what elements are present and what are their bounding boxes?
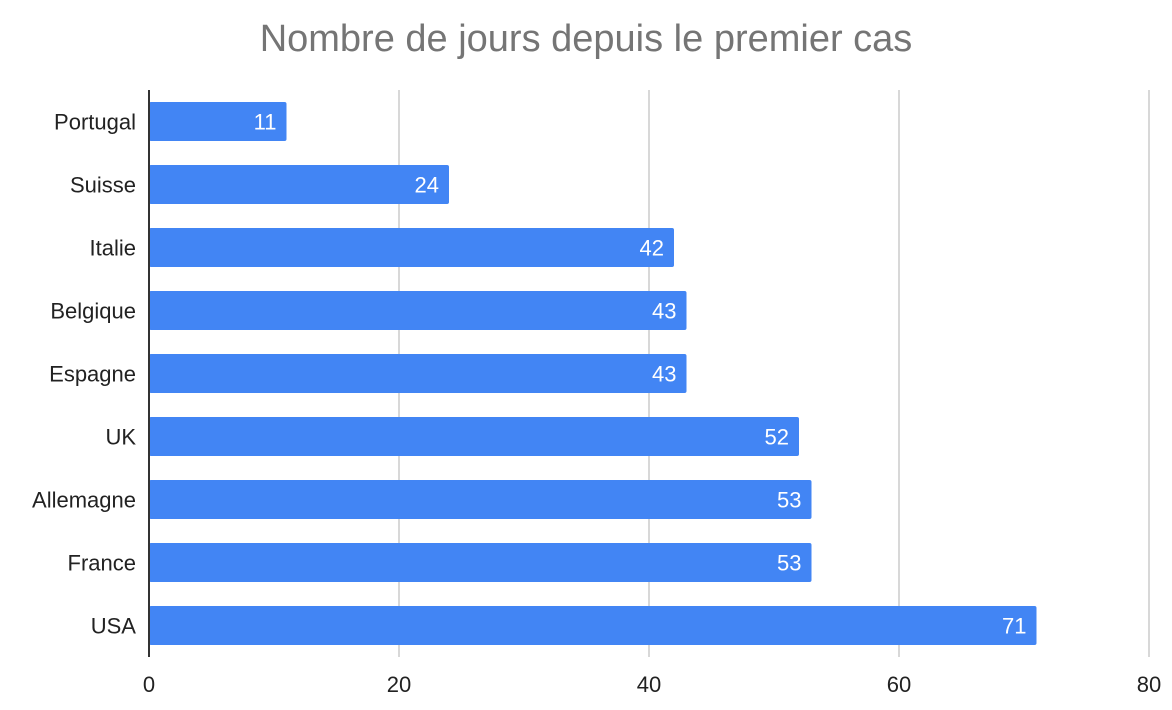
data-label: 42 <box>640 236 664 261</box>
x-tick-label: 20 <box>387 672 411 697</box>
chart-title: Nombre de jours depuis le premier cas <box>259 18 913 60</box>
y-tick-label: Belgique <box>50 299 136 324</box>
y-tick-label: Portugal <box>54 110 136 135</box>
y-tick-label: Suisse <box>70 173 136 198</box>
bar <box>149 606 1037 645</box>
data-label: 43 <box>652 362 676 387</box>
y-tick-label: France <box>68 551 136 576</box>
data-label: 71 <box>1002 614 1026 639</box>
bar <box>149 291 687 330</box>
data-label: 11 <box>254 110 277 135</box>
data-label: 24 <box>415 173 439 198</box>
data-label: 53 <box>777 488 801 513</box>
x-tick-label: 0 <box>143 672 155 697</box>
y-tick-label: Italie <box>90 236 136 261</box>
bar <box>149 228 674 267</box>
bar <box>149 480 812 519</box>
bar <box>149 543 812 582</box>
y-tick-label: UK <box>105 425 136 450</box>
y-tick-label: Allemagne <box>32 488 136 513</box>
y-tick-label: USA <box>91 614 137 639</box>
data-label: 43 <box>652 299 676 324</box>
x-tick-label: 60 <box>887 672 911 697</box>
bar <box>149 102 287 141</box>
y-tick-label: Espagne <box>49 362 136 387</box>
data-label: 52 <box>765 425 789 450</box>
bar <box>149 417 799 456</box>
bar <box>149 165 449 204</box>
bar <box>149 354 687 393</box>
data-label: 53 <box>777 551 801 576</box>
x-tick-label: 80 <box>1137 672 1161 697</box>
x-tick-label: 40 <box>637 672 661 697</box>
